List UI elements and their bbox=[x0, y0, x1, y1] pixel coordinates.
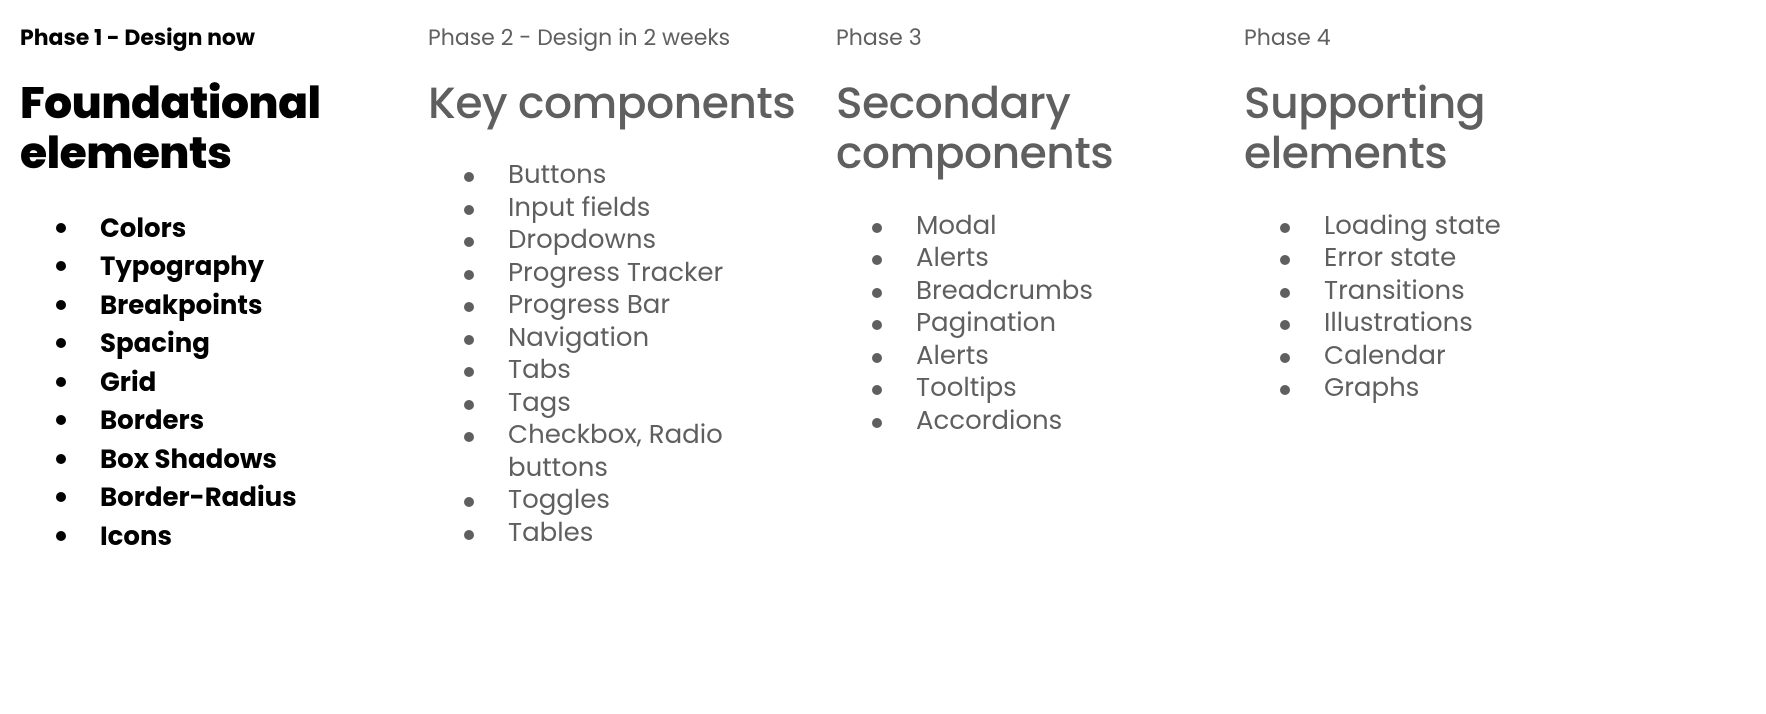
list-item: Graphs bbox=[1268, 372, 1632, 405]
list-item: Navigation bbox=[452, 322, 816, 355]
list-item: Tags bbox=[452, 387, 816, 420]
list-item: Transitions bbox=[1268, 275, 1632, 308]
phase-item-list: Loading state Error state Transitions Il… bbox=[1244, 210, 1632, 405]
list-item: Toggles bbox=[452, 484, 816, 517]
phase-title: Supporting elements bbox=[1244, 79, 1632, 180]
list-item: Calendar bbox=[1268, 340, 1632, 373]
list-item: Checkbox, Radio buttons bbox=[452, 419, 816, 484]
list-item: Breadcrumbs bbox=[860, 275, 1224, 308]
list-item: Progress Tracker bbox=[452, 257, 816, 290]
list-item: Progress Bar bbox=[452, 289, 816, 322]
phase-label: Phase 4 bbox=[1244, 24, 1632, 53]
list-item: Colors bbox=[44, 210, 408, 248]
phase-title: Foundational elements bbox=[20, 79, 408, 180]
phase-column-1: Phase 1 - Design now Foundational elemen… bbox=[20, 24, 428, 556]
list-item: Pagination bbox=[860, 307, 1224, 340]
list-item: Modal bbox=[860, 210, 1224, 243]
phase-item-list: Buttons Input fields Dropdowns Progress … bbox=[428, 159, 816, 549]
list-item: Tabs bbox=[452, 354, 816, 387]
list-item: Alerts bbox=[860, 340, 1224, 373]
phase-column-4: Phase 4 Supporting elements Loading stat… bbox=[1244, 24, 1652, 405]
phase-label: Phase 1 - Design now bbox=[20, 24, 408, 53]
list-item: Tooltips bbox=[860, 372, 1224, 405]
phase-item-list: Colors Typography Breakpoints Spacing Gr… bbox=[20, 210, 408, 556]
list-item: Illustrations bbox=[1268, 307, 1632, 340]
list-item: Borders bbox=[44, 402, 408, 440]
list-item: Error state bbox=[1268, 242, 1632, 275]
phase-label: Phase 3 bbox=[836, 24, 1224, 53]
list-item: Spacing bbox=[44, 325, 408, 363]
phase-roadmap: Phase 1 - Design now Foundational elemen… bbox=[0, 0, 1766, 714]
phase-title: Key components bbox=[428, 79, 816, 130]
list-item: Loading state bbox=[1268, 210, 1632, 243]
phase-column-3: Phase 3 Secondary components Modal Alert… bbox=[836, 24, 1244, 437]
list-item: Border-Radius bbox=[44, 479, 408, 517]
list-item: Alerts bbox=[860, 242, 1224, 275]
list-item: Icons bbox=[44, 518, 408, 556]
phase-label: Phase 2 - Design in 2 weeks bbox=[428, 24, 816, 53]
list-item: Grid bbox=[44, 364, 408, 402]
list-item: Tables bbox=[452, 517, 816, 550]
list-item: Box Shadows bbox=[44, 441, 408, 479]
list-item: Breakpoints bbox=[44, 287, 408, 325]
phase-title: Secondary components bbox=[836, 79, 1224, 180]
list-item: Accordions bbox=[860, 405, 1224, 438]
phase-item-list: Modal Alerts Breadcrumbs Pagination Aler… bbox=[836, 210, 1224, 438]
list-item: Buttons bbox=[452, 159, 816, 192]
list-item: Typography bbox=[44, 248, 408, 286]
list-item: Input fields bbox=[452, 192, 816, 225]
list-item: Dropdowns bbox=[452, 224, 816, 257]
phase-column-2: Phase 2 - Design in 2 weeks Key componen… bbox=[428, 24, 836, 549]
